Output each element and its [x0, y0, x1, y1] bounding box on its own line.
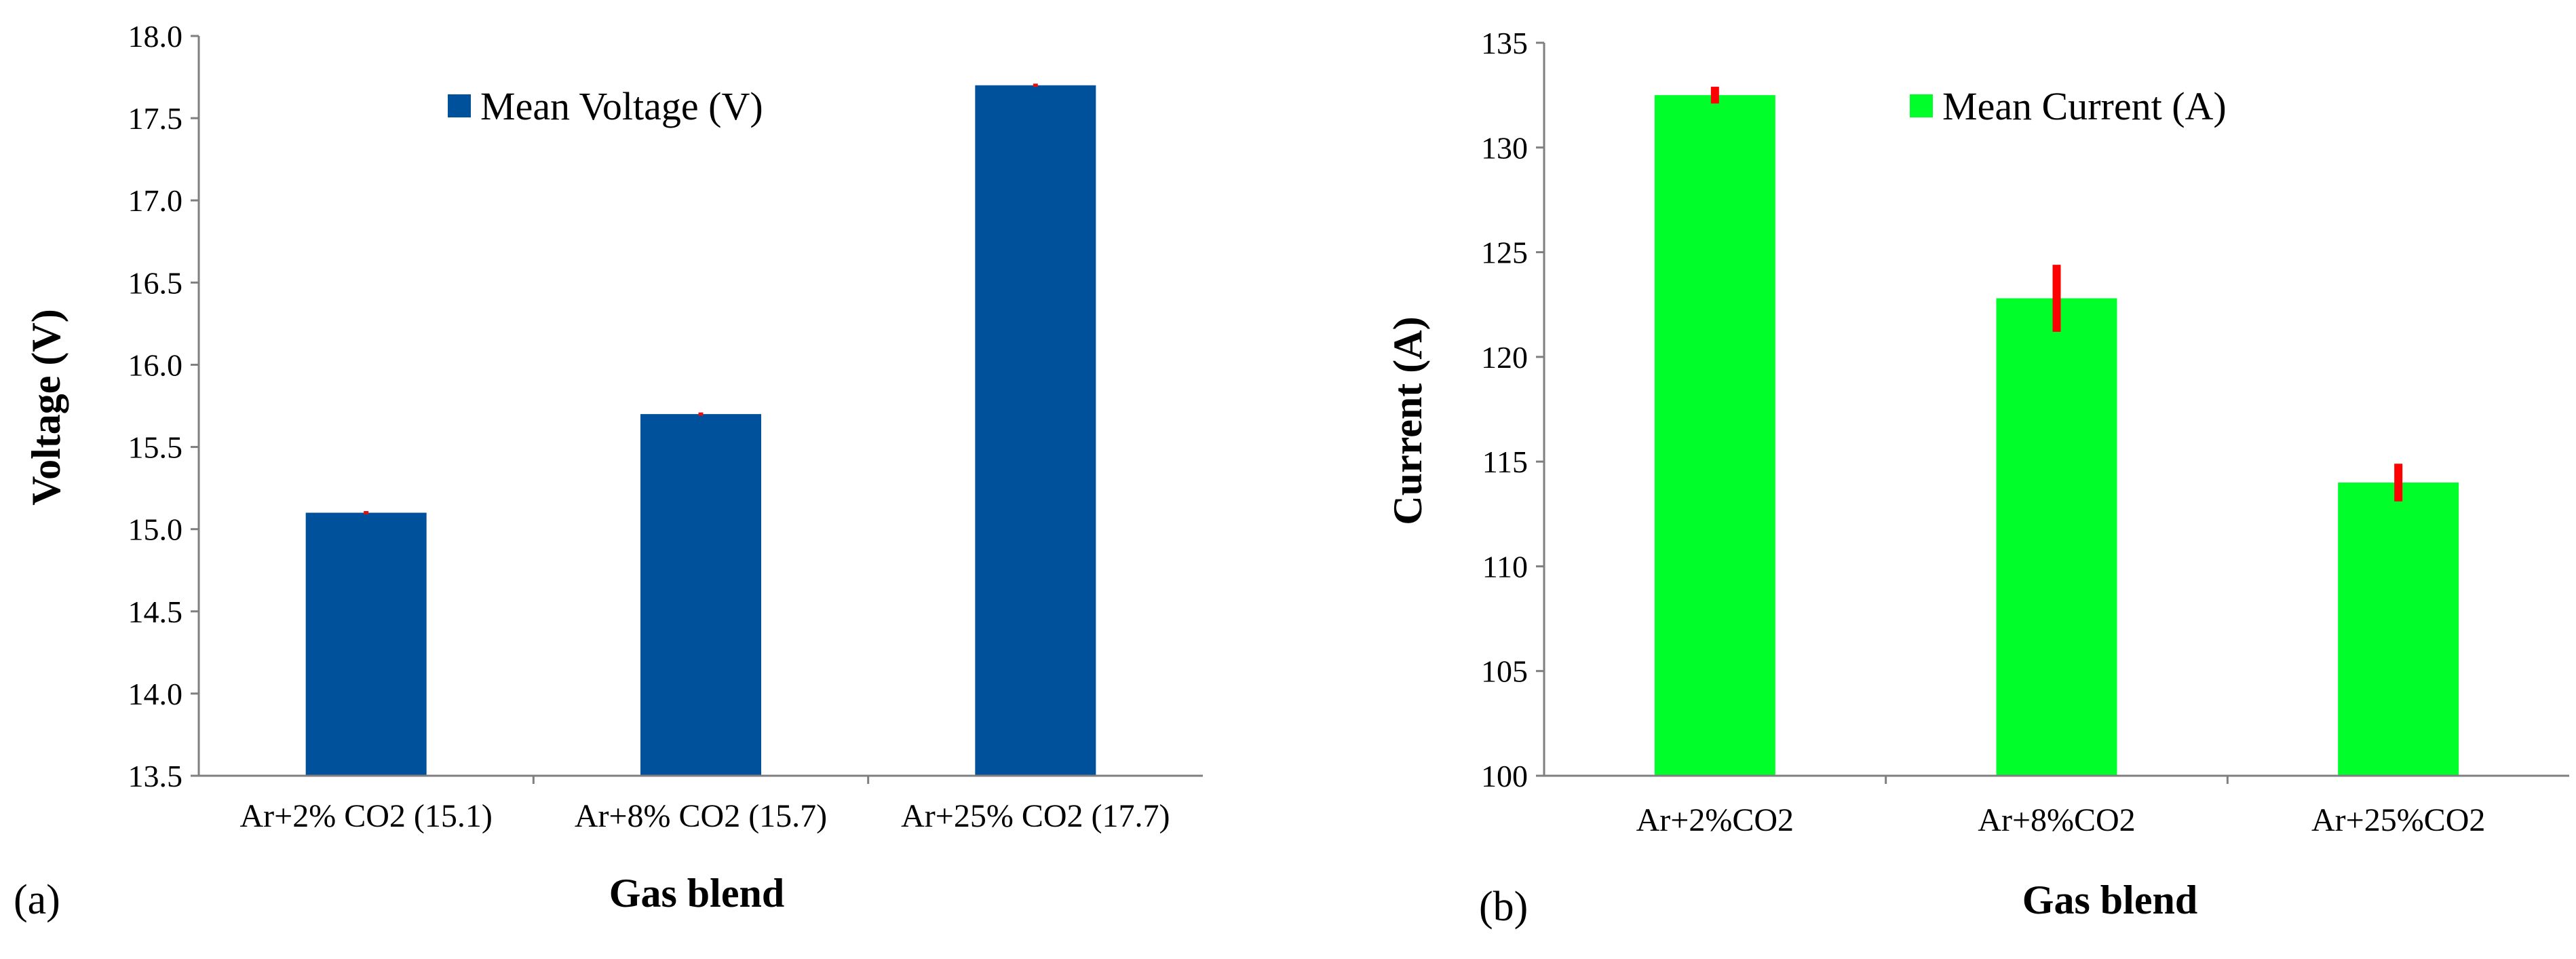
current-y-tick-label: 100: [1481, 759, 1528, 793]
voltage-x-tick-label: Ar+25% CO2 (17.7): [901, 798, 1170, 834]
current-chart: 100 105 110 115 120 125 130 135 Ar+2%CO2 Ar+8%CO…: [1385, 26, 2569, 930]
voltage-y-tick-label: 13.5: [128, 759, 183, 793]
current-y-tick-label: 135: [1481, 26, 1528, 60]
voltage-error-bars: [364, 83, 1038, 514]
panel-label-b: (b): [1479, 884, 1528, 930]
current-legend: Mean Current (A): [1910, 84, 2227, 128]
current-y-tick-labels: 100 105 110 115 120 125 130 135: [1481, 26, 1528, 793]
current-x-axis-title: Gas blend: [2022, 878, 2197, 922]
voltage-legend-swatch: [448, 94, 471, 117]
voltage-y-tick-label: 16.0: [128, 347, 183, 382]
voltage-y-tick-label: 15.5: [128, 430, 183, 465]
current-y-tick-label: 110: [1482, 549, 1528, 584]
current-bars: [1654, 95, 2459, 776]
voltage-y-tick-labels: 13.5 14.0 14.5 15.0 15.5 16.0 16.5 17.0 17.5 18.0: [128, 19, 183, 793]
current-x-tick-labels: Ar+2%CO2 Ar+8%CO2 Ar+25%CO2: [1636, 802, 2486, 838]
current-x-tick-label: Ar+25%CO2: [2311, 802, 2485, 838]
current-y-tick-label: 130: [1481, 130, 1528, 165]
voltage-axes: [191, 35, 1203, 784]
current-legend-label: Mean Current (A): [1942, 84, 2227, 128]
current-legend-swatch: [1910, 94, 1933, 117]
current-y-axis-title: Current (A): [1385, 316, 1430, 525]
voltage-y-tick-label: 17.5: [128, 101, 183, 136]
current-y-tick-label: 120: [1481, 340, 1528, 375]
current-bar: [2338, 483, 2459, 776]
current-x-tick-label: Ar+2%CO2: [1636, 802, 1794, 838]
voltage-bar: [975, 85, 1096, 776]
current-bar: [1654, 95, 1775, 776]
voltage-y-tick-label: 16.5: [128, 265, 183, 300]
voltage-y-axis-title: Voltage (V): [24, 309, 69, 505]
voltage-x-tick-label: Ar+8% CO2 (15.7): [575, 798, 827, 834]
current-axes: [1536, 41, 2569, 784]
voltage-x-tick-label: Ar+2% CO2 (15.1): [239, 798, 492, 834]
voltage-chart: 13.5 14.0 14.5 15.0 15.5 16.0 16.5 17.0 17.5 18.0…: [14, 19, 1203, 923]
voltage-legend-label: Mean Voltage (V): [480, 84, 763, 128]
current-bar: [1996, 298, 2117, 776]
panel-label-a: (a): [14, 877, 60, 923]
current-y-tick-label: 105: [1481, 654, 1528, 689]
voltage-x-tick-labels: Ar+2% CO2 (15.1) Ar+8% CO2 (15.7) Ar+25% C…: [239, 798, 1170, 834]
voltage-y-tick-label: 14.0: [128, 677, 183, 711]
current-error-bars: [1710, 86, 2403, 502]
voltage-x-axis-title: Gas blend: [609, 871, 784, 916]
voltage-bars: [305, 85, 1096, 776]
current-y-tick-label: 115: [1482, 445, 1528, 479]
voltage-y-tick-label: 14.5: [128, 595, 183, 629]
voltage-y-tick-label: 15.0: [128, 512, 183, 547]
voltage-y-tick-label: 17.0: [128, 183, 183, 218]
voltage-legend: Mean Voltage (V): [448, 84, 763, 128]
voltage-y-tick-label: 18.0: [128, 19, 183, 54]
current-x-tick-label: Ar+8%CO2: [1978, 802, 2135, 838]
voltage-bar: [640, 414, 761, 776]
current-y-tick-label: 125: [1481, 236, 1528, 270]
voltage-bar: [305, 512, 427, 776]
